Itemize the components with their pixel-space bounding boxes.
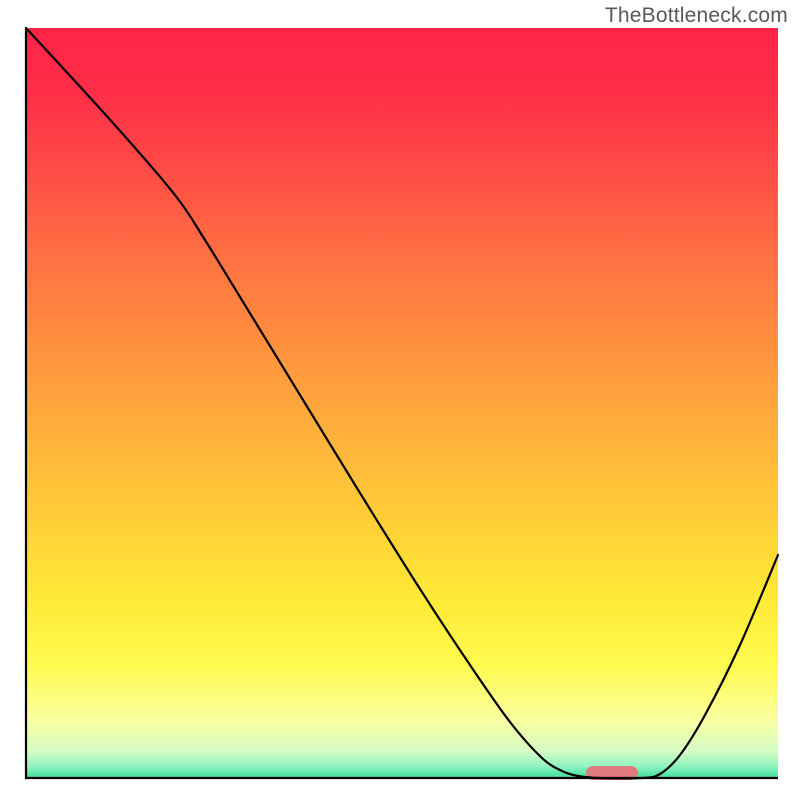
watermark-text: TheBottleneck.com (605, 4, 788, 28)
chart-container: { "watermark": { "text": "TheBottleneck.… (0, 0, 800, 800)
bottleneck-chart (0, 0, 800, 800)
gradient-background (26, 28, 778, 778)
